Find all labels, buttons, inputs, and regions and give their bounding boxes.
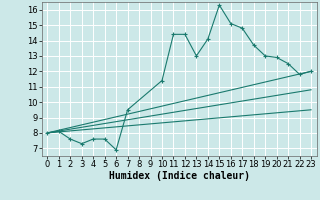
X-axis label: Humidex (Indice chaleur): Humidex (Indice chaleur) [109, 171, 250, 181]
